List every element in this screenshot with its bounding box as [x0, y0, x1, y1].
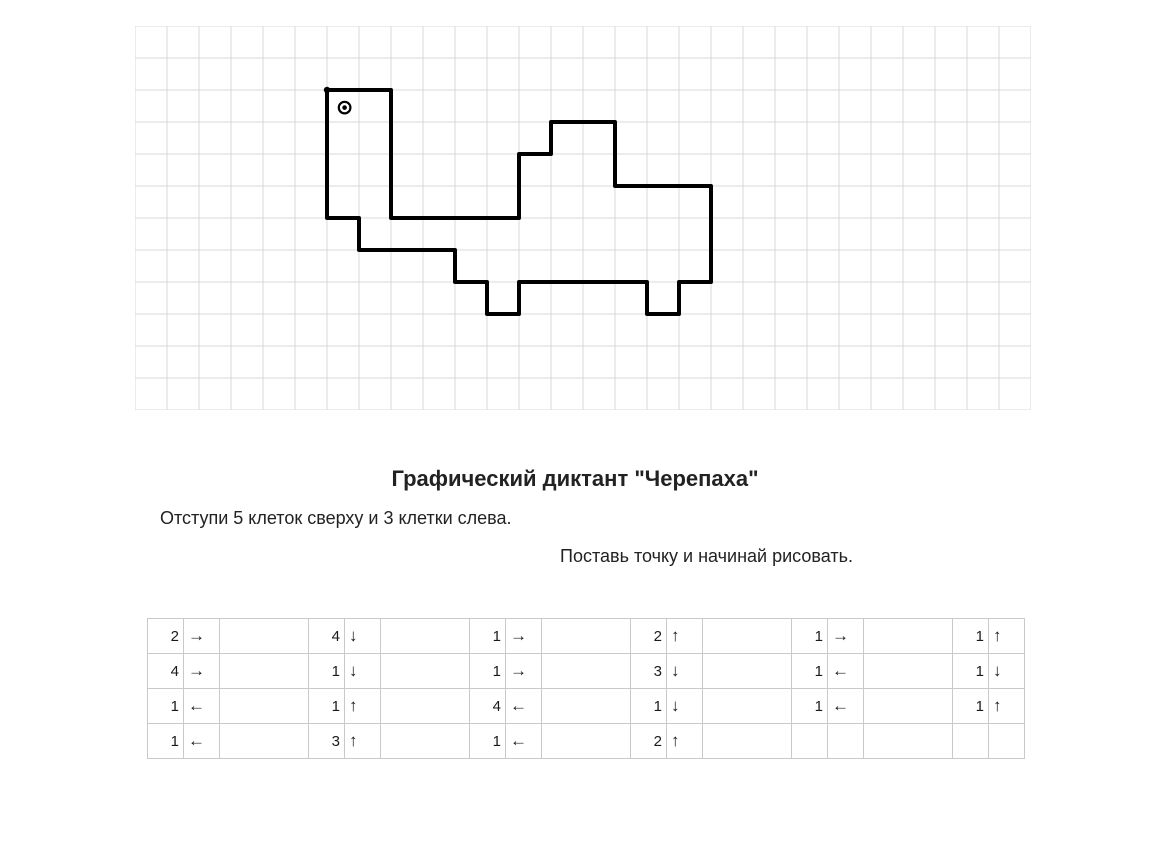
step-count: 3	[631, 654, 667, 689]
table-gap	[220, 619, 309, 654]
step-arrow-icon: ←	[828, 654, 864, 689]
step-count: 3	[309, 724, 345, 759]
drawing-grid	[135, 26, 1031, 410]
table-gap	[864, 689, 953, 724]
table-gap	[542, 619, 631, 654]
step-count: 4	[309, 619, 345, 654]
step-arrow-icon: ←	[506, 724, 542, 759]
step-arrow-icon: ↑	[345, 724, 381, 759]
table-gap	[220, 654, 309, 689]
table-gap	[864, 654, 953, 689]
step-count: 1	[631, 689, 667, 724]
step-arrow-icon: ←	[828, 689, 864, 724]
steps-table-grid: 2→4↓1→2↑1→1↑4→1↓1→3↓1←1↓1←1↑4←1↓1←1↑1←3↑…	[147, 618, 1025, 759]
step-arrow-icon: ↑	[667, 724, 703, 759]
table-gap	[864, 724, 953, 759]
step-count	[792, 724, 828, 759]
step-count: 1	[792, 619, 828, 654]
step-arrow-icon: ←	[184, 689, 220, 724]
step-arrow-icon: ↓	[345, 654, 381, 689]
steps-table: 2→4↓1→2↑1→1↑4→1↓1→3↓1←1↓1←1↑4←1↓1←1↑1←3↑…	[147, 618, 1025, 759]
table-gap	[220, 724, 309, 759]
step-arrow-icon: ←	[506, 689, 542, 724]
step-count: 1	[792, 654, 828, 689]
step-arrow-icon	[828, 724, 864, 759]
step-arrow-icon: ↓	[989, 654, 1025, 689]
step-count	[953, 724, 989, 759]
step-arrow-icon: ↓	[345, 619, 381, 654]
instruction-line-2: Поставь точку и начинай рисовать.	[560, 546, 853, 567]
table-gap	[381, 724, 470, 759]
step-count: 1	[470, 654, 506, 689]
table-gap	[542, 724, 631, 759]
table-gap	[864, 619, 953, 654]
step-arrow-icon: ↑	[989, 689, 1025, 724]
step-count: 4	[148, 654, 184, 689]
step-count: 1	[953, 654, 989, 689]
table-gap	[542, 689, 631, 724]
table-gap	[381, 619, 470, 654]
step-count: 1	[953, 689, 989, 724]
step-arrow-icon: ↓	[667, 689, 703, 724]
step-count: 2	[148, 619, 184, 654]
step-count: 2	[631, 619, 667, 654]
instruction-line-1: Отступи 5 клеток сверху и 3 клетки слева…	[160, 508, 512, 529]
step-count: 1	[792, 689, 828, 724]
table-gap	[703, 654, 792, 689]
table-gap	[542, 654, 631, 689]
step-arrow-icon: →	[506, 619, 542, 654]
step-arrow-icon: →	[506, 654, 542, 689]
step-arrow-icon: ↓	[667, 654, 703, 689]
step-count: 2	[631, 724, 667, 759]
step-arrow-icon: ←	[184, 724, 220, 759]
start-dot	[324, 87, 330, 93]
worksheet-title: Графический диктант "Черепаха"	[0, 466, 1150, 492]
table-gap	[703, 689, 792, 724]
step-count: 1	[148, 724, 184, 759]
step-count: 1	[148, 689, 184, 724]
step-count: 4	[470, 689, 506, 724]
table-gap	[703, 619, 792, 654]
table-gap	[381, 689, 470, 724]
step-arrow-icon: →	[184, 619, 220, 654]
step-count: 1	[470, 619, 506, 654]
step-count: 1	[953, 619, 989, 654]
step-arrow-icon: →	[184, 654, 220, 689]
step-arrow-icon: ↑	[345, 689, 381, 724]
step-count: 1	[309, 689, 345, 724]
step-arrow-icon: ↑	[667, 619, 703, 654]
page: Графический диктант "Черепаха" Отступи 5…	[0, 0, 1150, 864]
step-count: 1	[309, 654, 345, 689]
table-gap	[381, 654, 470, 689]
step-arrow-icon: →	[828, 619, 864, 654]
step-arrow-icon	[989, 724, 1025, 759]
step-arrow-icon: ↑	[989, 619, 1025, 654]
table-gap	[220, 689, 309, 724]
table-gap	[703, 724, 792, 759]
step-count: 1	[470, 724, 506, 759]
